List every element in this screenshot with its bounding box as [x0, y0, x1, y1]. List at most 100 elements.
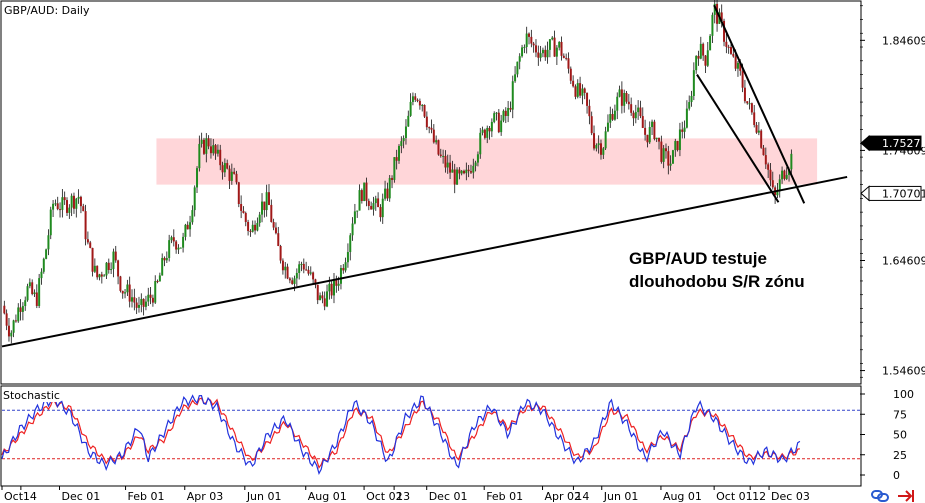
- candle-body: [537, 52, 540, 58]
- candle-body: [553, 37, 556, 57]
- candle-body: [586, 92, 589, 106]
- candle-body: [158, 275, 161, 282]
- candle-body: [655, 137, 658, 140]
- candle-body: [261, 201, 264, 215]
- candle-body: [465, 169, 468, 174]
- candle-body: [393, 157, 396, 180]
- candle-body: [309, 272, 312, 274]
- candle-body: [346, 252, 349, 263]
- candle-body: [495, 112, 498, 114]
- candle-body: [581, 88, 584, 96]
- candle-body: [706, 50, 709, 66]
- candle-body: [639, 107, 642, 117]
- candle-body: [151, 297, 154, 303]
- candle-body: [70, 195, 73, 208]
- candle-body: [163, 257, 166, 261]
- candle-body: [521, 47, 524, 57]
- candle-body: [453, 169, 456, 185]
- candle-body: [648, 127, 651, 143]
- candle-body: [196, 168, 199, 188]
- candle-body: [242, 210, 245, 213]
- candle-body: [750, 103, 753, 113]
- candle-body: [395, 157, 398, 161]
- candle-body: [202, 139, 205, 154]
- candle-body: [142, 298, 145, 307]
- candle-body: [179, 247, 182, 249]
- candle-body: [267, 192, 270, 205]
- candle-body: [736, 62, 739, 69]
- candle-body: [177, 247, 180, 250]
- price-marker-box-0: [868, 135, 922, 151]
- candle-body: [10, 332, 13, 337]
- candle-body: [91, 247, 94, 272]
- candle-body: [339, 267, 342, 284]
- candle-body: [156, 281, 159, 283]
- candle-body: [33, 292, 36, 294]
- candle-body: [133, 297, 136, 303]
- candle-body: [609, 114, 612, 123]
- axis-layer: 1.846091.746091.646091.546091.752731.707…: [1, 5, 925, 503]
- candle-body: [377, 198, 380, 208]
- candle-body: [695, 55, 698, 71]
- candle-body: [154, 281, 157, 303]
- candle-body: [567, 58, 570, 69]
- candle-body: [576, 83, 579, 97]
- candle-body: [442, 155, 445, 157]
- candle-body: [407, 115, 410, 127]
- candle-body: [54, 203, 57, 205]
- candle-body: [21, 306, 24, 312]
- candle-body: [646, 134, 649, 143]
- link-icon[interactable]: [871, 490, 889, 502]
- candle-body: [525, 33, 528, 48]
- candle-body: [161, 257, 164, 276]
- candle-body: [493, 113, 496, 122]
- stoch-tick-label: 0: [893, 469, 900, 482]
- candle-body: [14, 320, 17, 322]
- candle-body: [110, 269, 113, 271]
- candle-body: [316, 284, 319, 301]
- candle-body: [709, 35, 712, 51]
- time-tick-label: Dec 03: [771, 490, 810, 503]
- candle-body: [444, 155, 447, 168]
- candle-body: [128, 284, 131, 302]
- candle-body: [45, 249, 48, 259]
- stoch-tick-label: 100: [893, 388, 914, 401]
- candle-body: [131, 297, 134, 302]
- candle-body: [119, 276, 122, 291]
- candle-body: [135, 302, 138, 308]
- candle-body: [17, 307, 20, 322]
- candle-body: [430, 127, 433, 130]
- candle-body: [630, 104, 633, 113]
- candle-body: [439, 154, 442, 156]
- candle-body: [518, 56, 521, 62]
- stochastic-k-line: [1, 394, 801, 475]
- candle-body: [112, 251, 115, 270]
- candle-body: [214, 145, 217, 154]
- candle-body: [743, 87, 746, 102]
- candle-body: [98, 274, 101, 278]
- time-tick-label: Apr 02: [545, 490, 582, 503]
- candle-body: [583, 88, 586, 93]
- stochastic-layer: [1, 394, 860, 475]
- candle-body: [216, 149, 219, 154]
- candle-body: [342, 267, 345, 271]
- candle-body: [52, 203, 55, 210]
- candle-body: [528, 33, 531, 37]
- candle-body: [739, 62, 742, 71]
- candle-body: [31, 282, 34, 294]
- candle-body: [539, 53, 542, 58]
- candle-body: [481, 129, 484, 133]
- candle-body: [288, 278, 291, 281]
- candle-body: [205, 138, 208, 154]
- candle-body: [474, 162, 477, 166]
- candle-body: [61, 197, 64, 210]
- candle-body: [674, 141, 677, 151]
- candle-body: [351, 223, 354, 236]
- candle-body: [256, 222, 259, 231]
- candle-body: [723, 20, 726, 42]
- candle-body: [514, 74, 517, 82]
- close-arrow-icon[interactable]: [898, 490, 914, 502]
- candle-body: [96, 265, 99, 278]
- candle-body: [121, 290, 124, 294]
